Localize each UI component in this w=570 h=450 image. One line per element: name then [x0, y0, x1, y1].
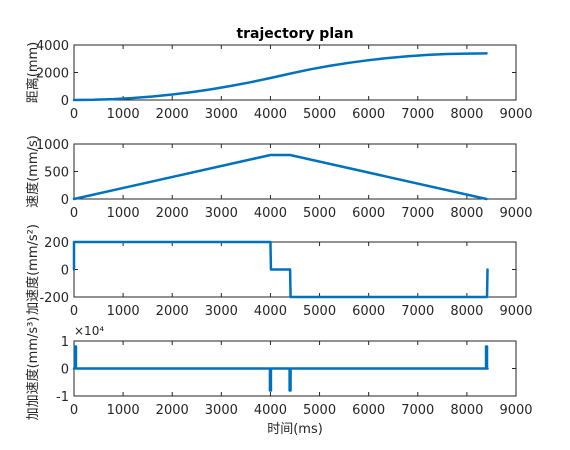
x-tick-label: 9000 — [499, 304, 532, 319]
x-axis-label: 时间(ms) — [267, 422, 323, 437]
y-tick-label: 0 — [61, 264, 69, 279]
y-axis-label: 加速度(mm/s²) — [25, 224, 41, 315]
x-tick-label: 6000 — [352, 304, 385, 319]
y-axis-label: 距离(mm) — [25, 42, 41, 103]
subplot-2: 0 1000 2000 3000 4000 5000 6000 7000 8000 9000 0 50… — [25, 135, 533, 221]
y-tick-label: 500 — [44, 166, 69, 181]
subplot-3: 0 1000 2000 3000 4000 5000 6000 7000 8000 9000-20… — [25, 224, 533, 319]
x-tick-label: 2000 — [156, 206, 189, 221]
y-tick-label: 1000 — [36, 138, 69, 153]
x-tick-label: 2000 — [156, 403, 189, 418]
x-tick-label: 0 — [70, 403, 78, 418]
axes-box — [73, 241, 517, 298]
x-tick-label: 7000 — [401, 304, 434, 319]
x-tick-label: 0 — [70, 206, 78, 221]
x-tick-label: 5000 — [303, 107, 336, 122]
x-tick-label: 1000 — [107, 304, 140, 319]
y-axis: 0 2000 4000 — [36, 39, 516, 109]
x-tick-label: 1000 — [107, 403, 140, 418]
x-tick-label: 3000 — [205, 107, 238, 122]
x-tick-label: 4000 — [254, 403, 287, 418]
x-tick-label: 9000 — [499, 107, 532, 122]
x-tick-label: 8000 — [450, 107, 483, 122]
chart-title: trajectory plan — [236, 26, 353, 42]
x-tick-label: 2000 — [156, 107, 189, 122]
x-tick-label: 1000 — [107, 206, 140, 221]
subplot-4: 0 1000 2000 3000 4000 5000 6000 7000 8000 9000-10… — [25, 317, 533, 437]
y-tick-label: 2000 — [36, 67, 69, 82]
y-axis-label: 加加速度(mm/s³) — [25, 317, 41, 421]
x-tick-label: 2000 — [156, 304, 189, 319]
x-tick-label: 6000 — [352, 206, 385, 221]
x-axis: 0 1000 2000 3000 4000 5000 6000 7000 8000 9000 — [70, 45, 533, 122]
x-tick-label: 0 — [70, 107, 78, 122]
y-exponent-label: ×10⁴ — [74, 324, 104, 338]
x-axis: 0 1000 2000 3000 4000 5000 6000 7000 8000 9000 — [70, 144, 533, 221]
x-tick-label: 8000 — [450, 403, 483, 418]
series-line — [72, 153, 488, 201]
x-tick-label: 7000 — [401, 107, 434, 122]
y-tick-label: -1 — [56, 390, 69, 405]
y-tick-label: 4000 — [36, 39, 69, 54]
x-tick-label: 3000 — [205, 304, 238, 319]
x-tick-label: 6000 — [352, 403, 385, 418]
x-axis: 0 1000 2000 3000 4000 5000 6000 7000 8000 9000 — [70, 242, 533, 319]
x-tick-label: 4000 — [254, 304, 287, 319]
y-tick-label: -200 — [39, 291, 69, 306]
x-tick-label: 0 — [70, 304, 78, 319]
x-tick-label: 1000 — [107, 107, 140, 122]
x-tick-label: 8000 — [450, 206, 483, 221]
x-tick-label: 7000 — [401, 403, 434, 418]
x-tick-label: 5000 — [303, 304, 336, 319]
series-line — [72, 345, 489, 392]
series-line — [72, 240, 489, 299]
x-tick-label: 6000 — [352, 107, 385, 122]
y-tick-label: 0 — [61, 363, 69, 378]
x-tick-label: 7000 — [401, 206, 434, 221]
series-line — [72, 52, 488, 102]
x-tick-label: 3000 — [205, 206, 238, 221]
x-tick-label: 8000 — [450, 304, 483, 319]
x-tick-label: 9000 — [499, 403, 532, 418]
x-axis: 0 1000 2000 3000 4000 5000 6000 7000 8000 9000 — [70, 341, 533, 418]
x-tick-label: 4000 — [254, 206, 287, 221]
y-tick-label: 0 — [61, 193, 69, 208]
x-tick-label: 5000 — [303, 403, 336, 418]
x-tick-label: 5000 — [303, 206, 336, 221]
y-axis: 0 500 1000 — [36, 138, 516, 208]
y-tick-label: 0 — [61, 94, 69, 109]
y-axis-label: 速度(mm/s) — [25, 135, 41, 208]
x-tick-label: 9000 — [499, 206, 532, 221]
subplot-1: 0 1000 2000 3000 4000 5000 6000 7000 8000 9000 0 20… — [25, 26, 533, 122]
y-tick-label: 1 — [61, 335, 69, 350]
y-tick-label: 200 — [44, 236, 69, 251]
x-tick-label: 4000 — [254, 107, 287, 122]
y-axis: -1 0 1 — [56, 335, 516, 405]
x-tick-label: 3000 — [205, 403, 238, 418]
